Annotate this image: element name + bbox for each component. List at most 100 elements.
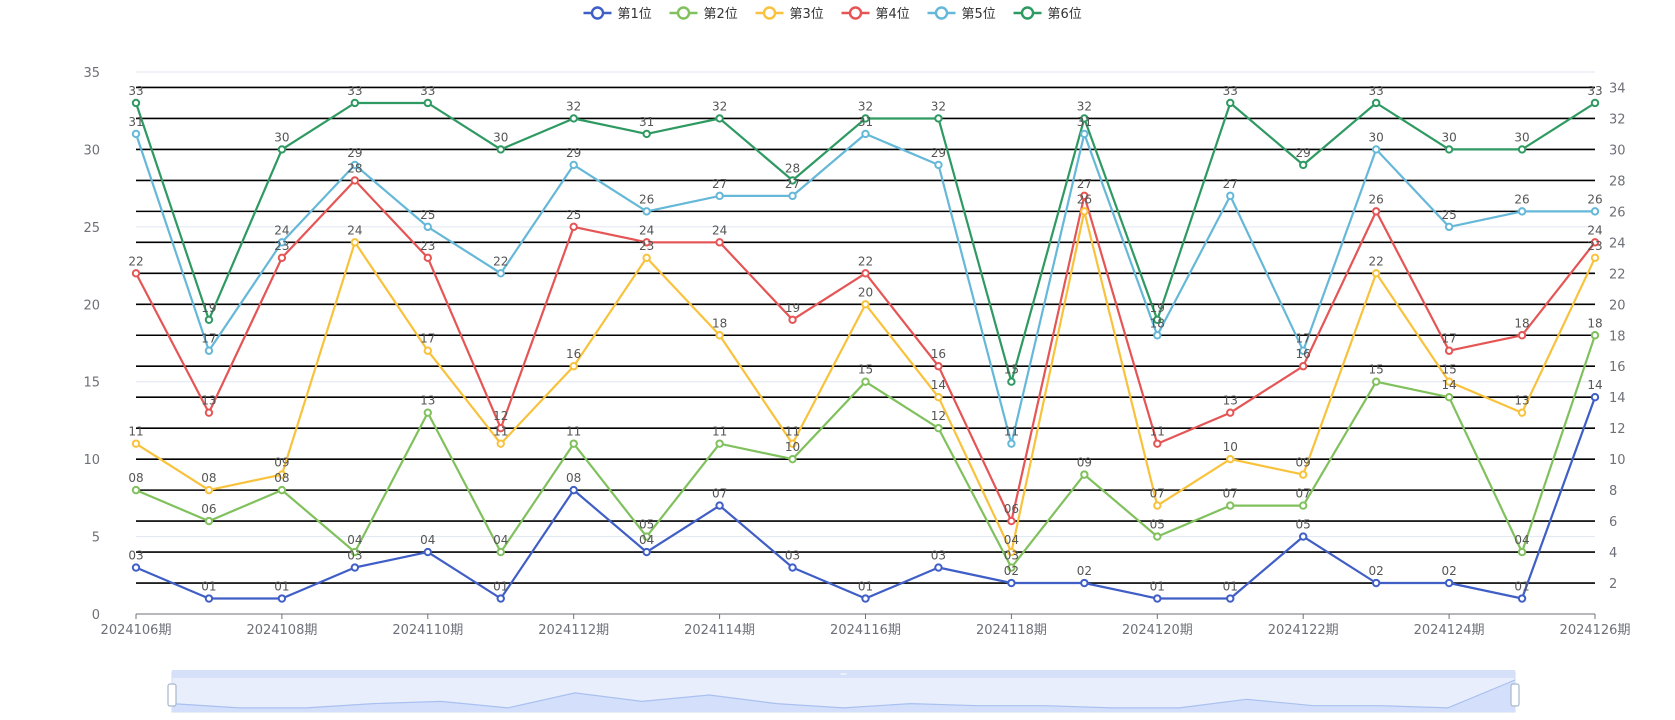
series-points (131, 98, 1600, 603)
legend-item[interactable]: 第1位 (583, 6, 652, 22)
y-right-tick-label: 8 (1609, 484, 1617, 499)
data-label: 14 (1587, 378, 1602, 392)
legend-label: 第4位 (876, 7, 910, 22)
data-label: 15 (1441, 363, 1456, 377)
data-label: 26 (1369, 192, 1384, 206)
data-label: 14 (931, 378, 946, 392)
legend-item[interactable]: 第3位 (755, 6, 824, 22)
axes: 0510152025303524681012141618202224262830… (83, 66, 1630, 638)
data-label: 32 (712, 99, 727, 113)
data-point (1444, 346, 1454, 355)
legend-item[interactable]: 第2位 (669, 6, 738, 22)
data-point (1517, 408, 1527, 417)
data-label: 32 (931, 99, 946, 113)
data-point (1153, 315, 1162, 324)
data-label: 13 (201, 394, 216, 408)
data-point (1080, 470, 1089, 479)
data-point (350, 563, 360, 572)
y-right-tick-label: 6 (1609, 515, 1617, 530)
data-label: 11 (128, 425, 143, 439)
data-label: 27 (785, 177, 800, 191)
data-label: 13 (420, 394, 435, 408)
data-point (131, 563, 141, 572)
legend-item[interactable]: 第4位 (841, 6, 910, 22)
data-label: 01 (1150, 580, 1165, 594)
data-label: 33 (420, 84, 435, 98)
data-label: 16 (931, 347, 946, 361)
x-tick-label: 2024126期 (1560, 623, 1631, 638)
y-right-tick-label: 20 (1609, 298, 1626, 313)
data-point (350, 160, 360, 170)
data-zoom-slider[interactable] (167, 670, 1520, 713)
data-label: 10 (1223, 440, 1238, 454)
data-label: 02 (1369, 564, 1384, 578)
data-label: 20 (858, 285, 873, 299)
y-left-tick-label: 15 (83, 376, 100, 391)
data-label: 27 (1077, 177, 1092, 191)
data-point (1299, 501, 1308, 510)
data-label: 26 (1514, 192, 1529, 206)
data-label: 29 (1296, 146, 1311, 160)
legend-marker-icon (848, 6, 863, 20)
data-label: 07 (1150, 487, 1165, 501)
data-point (277, 145, 287, 154)
data-point (1080, 114, 1089, 123)
data-label: 18 (1587, 316, 1602, 330)
data-point (1226, 501, 1235, 510)
data-point (1444, 393, 1454, 402)
data-label: 11 (712, 425, 727, 439)
data-point (204, 594, 214, 603)
data-label: 16 (1296, 347, 1311, 361)
legend-item[interactable]: 第5位 (927, 6, 996, 22)
data-point (861, 377, 870, 386)
data-point (1444, 377, 1454, 386)
data-point (1517, 547, 1527, 557)
y-left-tick-label: 35 (83, 66, 100, 81)
zoom-handle-right[interactable] (1510, 683, 1520, 707)
data-point (788, 191, 797, 201)
data-point (1007, 439, 1016, 448)
data-point (131, 439, 141, 448)
y-right-tick-label: 10 (1609, 453, 1626, 468)
data-point (350, 547, 360, 557)
data-label: 12 (493, 409, 508, 423)
y-right-tick-label: 2 (1609, 577, 1617, 592)
data-point (1007, 578, 1016, 588)
data-label: 17 (1441, 332, 1456, 346)
x-tick-label: 2024118期 (976, 623, 1047, 638)
data-point (1371, 145, 1381, 154)
data-label: 28 (785, 161, 800, 175)
data-point (642, 207, 651, 216)
data-point (642, 547, 651, 557)
data-label: 08 (201, 471, 216, 485)
legend[interactable]: 第1位 第2位 第3位 第4位 第5位 第6位 (583, 6, 1082, 22)
data-point (715, 331, 724, 340)
data-label: 26 (1587, 192, 1602, 206)
data-point (1080, 207, 1089, 216)
data-label: 04 (347, 533, 362, 547)
data-point (1444, 222, 1454, 232)
data-point (1590, 393, 1600, 402)
data-label: 27 (1223, 177, 1238, 191)
data-label: 01 (201, 580, 216, 594)
zoom-handle-left[interactable] (167, 683, 177, 707)
data-point (861, 114, 870, 123)
legend-item[interactable]: 第6位 (1013, 6, 1082, 22)
data-point (642, 238, 651, 247)
data-point (1153, 331, 1162, 340)
data-label: 13 (1223, 394, 1238, 408)
data-point (642, 129, 651, 139)
data-point (1153, 439, 1162, 448)
data-point (423, 547, 432, 557)
data-point (277, 238, 287, 247)
data-point (350, 98, 360, 108)
data-label: 33 (1587, 84, 1602, 98)
data-label: 17 (420, 332, 435, 346)
legend-label: 第3位 (790, 7, 824, 22)
data-point (1007, 547, 1016, 557)
data-point (569, 222, 578, 232)
data-label: 23 (1587, 239, 1602, 253)
data-label: 03 (128, 549, 143, 563)
data-point (1080, 129, 1089, 139)
data-label: 08 (566, 471, 581, 485)
